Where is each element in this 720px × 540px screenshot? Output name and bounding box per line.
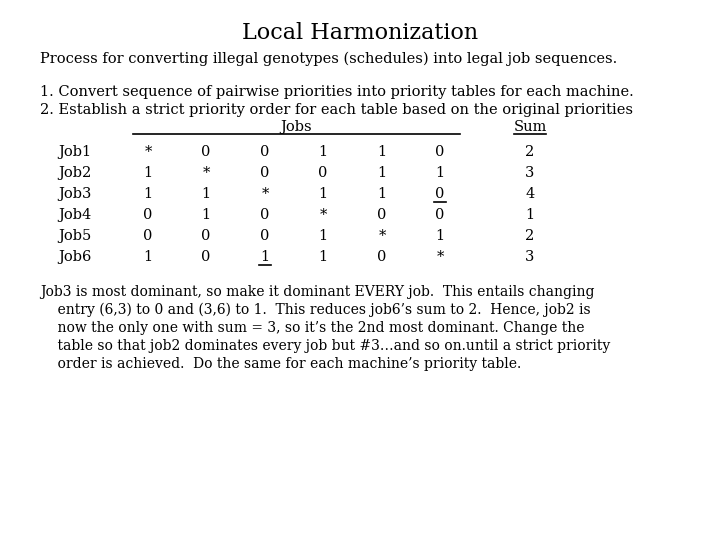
Text: 0: 0 (377, 250, 387, 264)
Text: 0: 0 (436, 187, 445, 201)
Text: *: * (261, 187, 269, 201)
Text: 0: 0 (143, 208, 153, 222)
Text: Local Harmonization: Local Harmonization (242, 22, 478, 44)
Text: Job2: Job2 (58, 166, 91, 180)
Text: 0: 0 (143, 229, 153, 243)
Text: 1: 1 (377, 145, 387, 159)
Text: *: * (319, 208, 327, 222)
Text: Job3: Job3 (58, 187, 91, 201)
Text: 1: 1 (143, 166, 153, 180)
Text: 1: 1 (526, 208, 534, 222)
Text: *: * (202, 166, 210, 180)
Text: 0: 0 (436, 145, 445, 159)
Text: *: * (144, 145, 152, 159)
Text: 1: 1 (377, 166, 387, 180)
Text: 4: 4 (526, 187, 535, 201)
Text: 1: 1 (436, 229, 444, 243)
Text: order is achieved.  Do the same for each machine’s priority table.: order is achieved. Do the same for each … (40, 357, 521, 371)
Text: 0: 0 (261, 166, 270, 180)
Text: table so that job2 dominates every job but #3…and so on.until a strict priority: table so that job2 dominates every job b… (40, 339, 611, 353)
Text: Job3 is most dominant, so make it dominant EVERY job.  This entails changing: Job3 is most dominant, so make it domina… (40, 285, 595, 299)
Text: now the only one with sum = 3, so it’s the 2nd most dominant. Change the: now the only one with sum = 3, so it’s t… (40, 321, 585, 335)
Text: 2: 2 (526, 145, 535, 159)
Text: 1: 1 (202, 187, 210, 201)
Text: 1: 1 (318, 187, 328, 201)
Text: Job5: Job5 (58, 229, 91, 243)
Text: 0: 0 (261, 208, 270, 222)
Text: Job6: Job6 (58, 250, 91, 264)
Text: 1: 1 (436, 166, 444, 180)
Text: 1: 1 (202, 208, 210, 222)
Text: 1: 1 (318, 250, 328, 264)
Text: 1: 1 (143, 187, 153, 201)
Text: 0: 0 (318, 166, 328, 180)
Text: Jobs: Jobs (281, 120, 312, 134)
Text: Sum: Sum (513, 120, 546, 134)
Text: 3: 3 (526, 166, 535, 180)
Text: 3: 3 (526, 250, 535, 264)
Text: 2. Establish a strict priority order for each table based on the original priori: 2. Establish a strict priority order for… (40, 103, 633, 117)
Text: 0: 0 (436, 208, 445, 222)
Text: 1. Convert sequence of pairwise priorities into priority tables for each machine: 1. Convert sequence of pairwise prioriti… (40, 85, 634, 99)
Text: 1: 1 (377, 187, 387, 201)
Text: *: * (436, 250, 444, 264)
Text: 0: 0 (202, 145, 211, 159)
Text: Job4: Job4 (58, 208, 91, 222)
Text: 1: 1 (261, 250, 269, 264)
Text: 2: 2 (526, 229, 535, 243)
Text: *: * (378, 229, 386, 243)
Text: Process for converting illegal genotypes (schedules) into legal job sequences.: Process for converting illegal genotypes… (40, 52, 617, 66)
Text: 0: 0 (261, 229, 270, 243)
Text: 0: 0 (202, 229, 211, 243)
Text: 1: 1 (318, 145, 328, 159)
Text: 0: 0 (377, 208, 387, 222)
Text: entry (6,3) to 0 and (3,6) to 1.  This reduces job6’s sum to 2.  Hence, job2 is: entry (6,3) to 0 and (3,6) to 1. This re… (40, 303, 590, 318)
Text: 0: 0 (261, 145, 270, 159)
Text: Job1: Job1 (58, 145, 91, 159)
Text: 0: 0 (202, 250, 211, 264)
Text: 1: 1 (143, 250, 153, 264)
Text: 1: 1 (318, 229, 328, 243)
